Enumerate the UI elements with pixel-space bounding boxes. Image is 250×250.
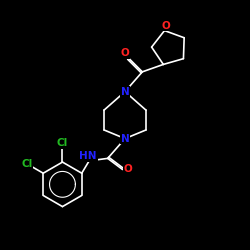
Text: O: O	[124, 164, 132, 174]
Text: O: O	[161, 21, 170, 31]
Text: HN: HN	[79, 151, 97, 161]
Text: N: N	[121, 134, 130, 143]
Text: Cl: Cl	[21, 159, 32, 169]
Text: Cl: Cl	[57, 138, 68, 148]
Text: N: N	[121, 86, 130, 97]
Text: O: O	[121, 48, 130, 58]
